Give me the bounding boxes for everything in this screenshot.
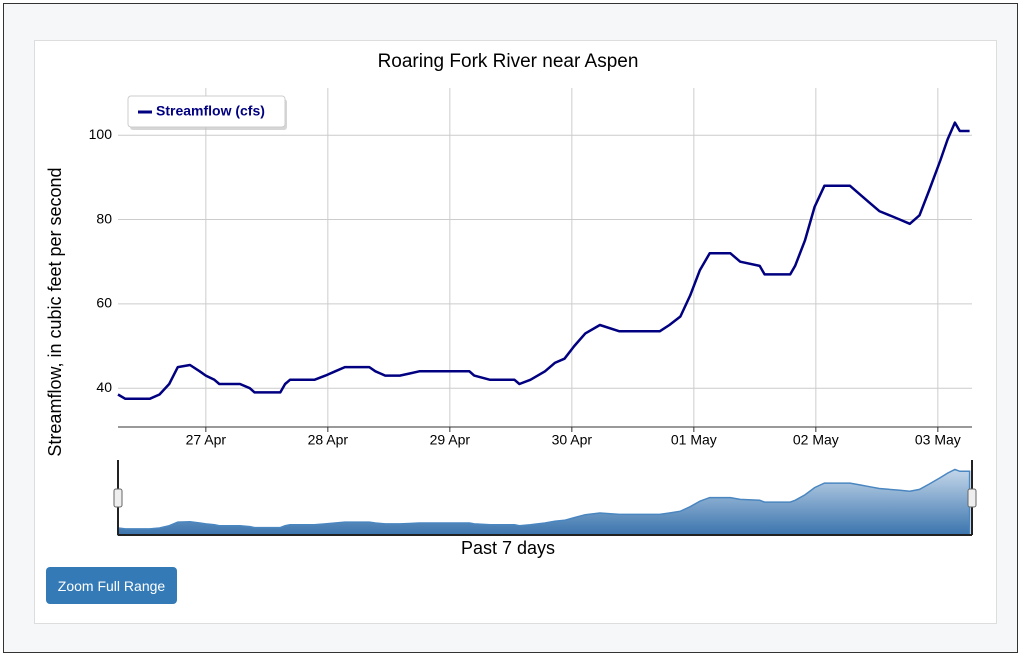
- y-axis-label: Streamflow, in cubic feet per second: [45, 167, 65, 456]
- y-tick-label: 40: [96, 379, 112, 395]
- x-tick-label: 30 Apr: [552, 432, 593, 448]
- legend-box: [127, 95, 286, 128]
- x-tick-label: 03 May: [915, 432, 961, 448]
- x-tick-label: 29 Apr: [430, 432, 471, 448]
- navigator-handle: [113, 488, 123, 508]
- x-tick-label: 28 Apr: [308, 432, 349, 448]
- x-tick-label: 01 May: [671, 432, 717, 448]
- navigator-handle: [967, 488, 977, 508]
- y-tick-label: 100: [89, 126, 113, 142]
- zoom-button[interactable]: Zoom Full Range: [46, 567, 177, 604]
- legend-label: Streamflow (cfs): [156, 103, 265, 119]
- y-tick-label: 80: [96, 210, 112, 226]
- x-tick-label: 02 May: [793, 432, 839, 448]
- navigator-label: Past 7 days: [461, 538, 555, 558]
- y-tick-label: 60: [96, 295, 112, 311]
- chart-title: Roaring Fork River near Aspen: [378, 51, 639, 72]
- line-series: [117, 121, 970, 401]
- x-tick-label: 27 Apr: [186, 432, 227, 448]
- navigator-area: [117, 468, 971, 536]
